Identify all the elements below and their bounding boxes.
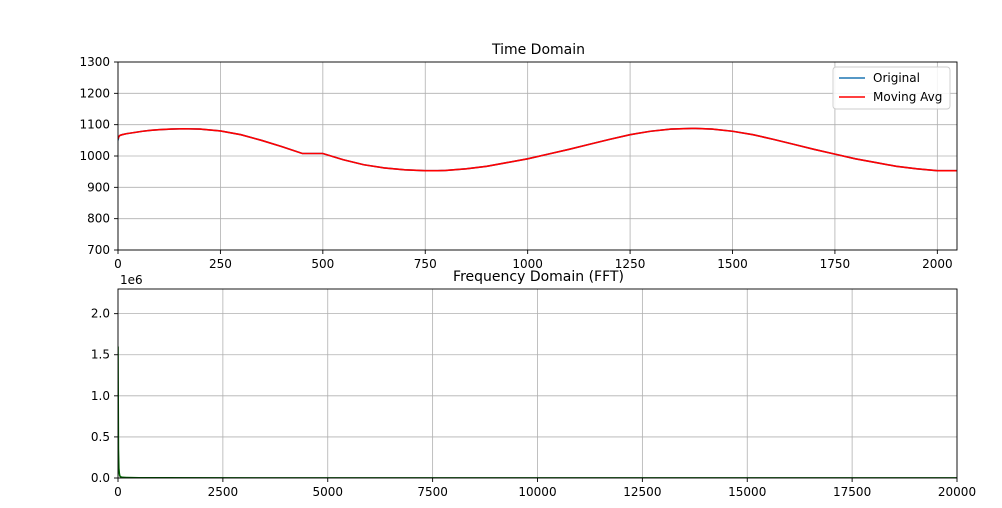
y-tick-label: 1100 [79,118,110,132]
x-tick-label: 750 [414,257,437,271]
time-domain-chart: 0 250 500 750 1000 1250 1500 1750 2000 700 800 900 1… [79,42,958,271]
x-tick-label: 12500 [623,485,661,499]
x-tick-label: 20000 [938,485,976,499]
x-tick-label: 10000 [518,485,556,499]
x-tick-label: 1000 [512,257,543,271]
y-tick-label: 900 [87,180,110,194]
y-tick-label: 2.0 [91,307,110,321]
legend-label: Moving Avg [873,90,942,104]
x-tick-label: 0 [114,485,122,499]
y-tick-label: 700 [87,243,110,257]
x-tick-label: 0 [114,257,122,271]
chart-title: Frequency Domain (FFT) [453,269,624,285]
y-tick-label: 800 [87,212,110,226]
x-tick-label: 1750 [820,257,851,271]
x-tick-label: 7500 [417,485,448,499]
x-tick-label: 500 [311,257,334,271]
fft-chart: 0 2500 5000 7500 10000 12500 15000 17500 20000 0.… [91,269,976,499]
x-tick-label: 1250 [615,257,646,271]
y-tick-label: 1300 [79,55,110,69]
y-tick-label: 0.0 [91,471,110,485]
x-tick-label: 250 [209,257,232,271]
x-tick-label: 2000 [922,257,953,271]
chart-title: Time Domain [491,42,585,58]
legend: Original Moving Avg [832,66,951,110]
y-tick-label: 0.5 [91,430,110,444]
series-line-moving-avg [118,127,957,172]
y-tick-label: 1.0 [91,389,110,403]
y-tick-label: 1.5 [91,348,110,362]
x-tick-label: 1500 [717,257,748,271]
legend-label: Original [873,71,920,85]
axis-scale-label: 1e6 [120,273,143,287]
x-tick-label: 2500 [208,485,239,499]
y-tick-label: 1000 [79,149,110,163]
x-tick-label: 5000 [312,485,343,499]
x-tick-label: 17500 [833,485,871,499]
y-tick-label: 1200 [79,86,110,100]
x-tick-label: 15000 [728,485,766,499]
